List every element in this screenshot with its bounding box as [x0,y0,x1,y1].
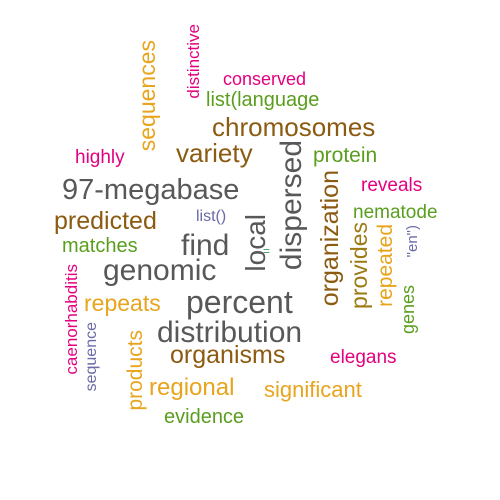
word-sequences: sequences [134,40,160,152]
word-organisms: organisms [170,341,286,369]
word-repeats: repeats [84,290,161,316]
word-products: products [124,330,147,411]
word-caenorhabditis: caenorhabditis [62,264,81,375]
word-list-language: list(language [206,89,320,111]
word-distribution: distribution [157,316,303,349]
word-significant: significant [264,377,362,402]
word-protein: protein [313,144,378,167]
word-predicted: predicted [54,207,157,235]
word-organization: organization [316,170,344,307]
word-nematode: nematode [353,202,438,223]
word-en: "en") [404,225,421,258]
word-dispersed: dispersed [275,140,308,271]
word-provides: provides [346,222,372,309]
word-find: find [181,229,230,262]
word-list-empty: list() [196,208,227,225]
word-sequence: sequence [83,322,100,392]
word-conserved: conserved [223,69,307,89]
word-percent: percent [186,284,293,320]
word-elegans: elegans [330,347,397,368]
word-distinctive: distinctive [184,24,203,99]
word-matches: matches [62,235,138,257]
word-97-megabase: 97-megabase [62,174,240,206]
word-evidence: evidence [164,406,245,428]
word-local: local [240,214,271,272]
word-regional: regional [149,374,235,401]
word-equals: = [263,244,271,258]
word-reveals: reveals [361,175,423,196]
word-genes: genes [398,285,418,335]
word-highly: highly [75,147,125,168]
word-variety: variety [176,138,253,168]
word-genomic: genomic [103,254,217,287]
word-repeated: repeated [374,224,397,307]
word-chromosomes: chromosomes [212,112,376,142]
